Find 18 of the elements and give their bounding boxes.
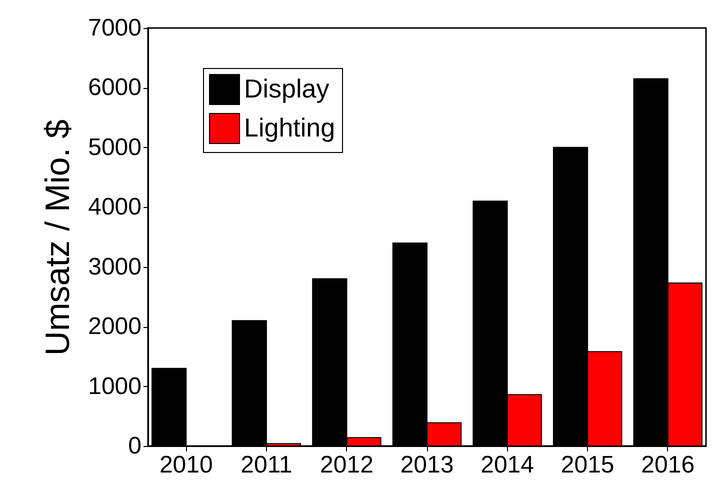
legend-label: Display bbox=[244, 74, 330, 104]
legend-label: Lighting bbox=[244, 112, 336, 142]
x-tick-label: 2014 bbox=[480, 452, 534, 478]
y-tick-label: 4000 bbox=[88, 194, 142, 221]
x-tick-label: 2012 bbox=[320, 452, 374, 478]
y-axis-title: Umsatz / Mio. $ bbox=[39, 119, 78, 356]
y-tick-label: 2000 bbox=[88, 313, 142, 340]
y-tick-label: 6000 bbox=[88, 74, 142, 102]
y-tick-label: 7000 bbox=[88, 14, 142, 42]
y-tick-label: 3000 bbox=[88, 253, 142, 280]
y-tick-label: 5000 bbox=[88, 134, 142, 161]
x-tick-label: 2010 bbox=[159, 452, 213, 478]
x-tick-label: 2016 bbox=[641, 452, 695, 478]
x-tick-label: 2013 bbox=[400, 452, 454, 478]
x-tick-label: 2011 bbox=[240, 452, 292, 478]
y-tick-label: 1000 bbox=[88, 372, 142, 400]
y-tick-label: 0 bbox=[128, 432, 142, 460]
x-tick-label: 2015 bbox=[560, 452, 614, 478]
